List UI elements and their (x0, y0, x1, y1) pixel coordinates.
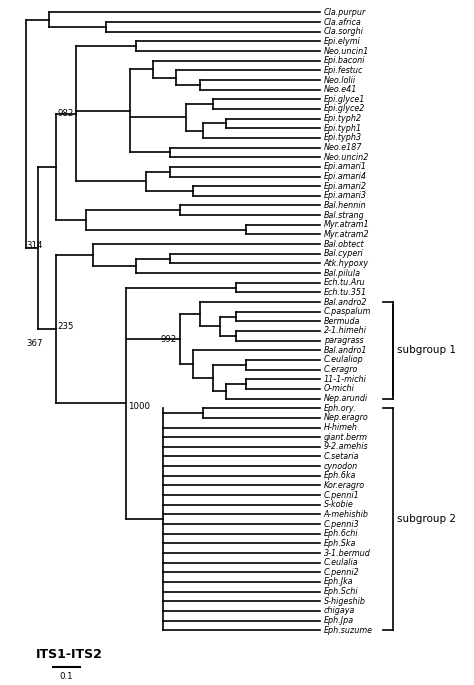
Text: Atk.hypoxy: Atk.hypoxy (324, 259, 369, 268)
Text: cynodon: cynodon (324, 462, 358, 471)
Text: Cla.africa: Cla.africa (324, 18, 362, 27)
Text: Bal.obtect: Bal.obtect (324, 240, 365, 249)
Text: Bal.hennin: Bal.hennin (324, 201, 366, 210)
Text: Nep.eragro: Nep.eragro (324, 413, 369, 423)
Text: Epi.typh2: Epi.typh2 (324, 114, 362, 123)
Text: Bal.strang: Bal.strang (324, 211, 365, 220)
Text: giant.berm: giant.berm (324, 433, 368, 442)
Text: C.setaria: C.setaria (324, 452, 359, 461)
Text: Neo.e41: Neo.e41 (324, 85, 357, 94)
Text: Epi.amari4: Epi.amari4 (324, 172, 367, 181)
Text: 982: 982 (57, 110, 73, 119)
Text: Neo.e187: Neo.e187 (324, 143, 362, 152)
Text: Myr.atram1: Myr.atram1 (324, 221, 369, 229)
Text: Eph.6ka: Eph.6ka (324, 471, 356, 480)
Text: Epi.elymi: Epi.elymi (324, 37, 361, 46)
Text: Bal.pilula: Bal.pilula (324, 269, 361, 277)
Text: Eph.Jka: Eph.Jka (324, 577, 354, 586)
Text: 2-1.himehi: 2-1.himehi (324, 327, 367, 336)
Text: C.penni3: C.penni3 (324, 519, 360, 529)
Text: 367: 367 (27, 339, 43, 348)
Text: Eph.ory.: Eph.ory. (324, 403, 356, 412)
Text: Epi.typh3: Epi.typh3 (324, 134, 362, 142)
Text: Epi.amari1: Epi.amari1 (324, 162, 367, 171)
Text: S-higeshib: S-higeshib (324, 597, 366, 606)
Text: C.eulalia: C.eulalia (324, 558, 358, 567)
Text: subgroup 1: subgroup 1 (397, 345, 456, 356)
Text: S-kobie: S-kobie (324, 500, 354, 509)
Text: Cla.sorghi: Cla.sorghi (324, 27, 364, 36)
Text: Nep.arundi: Nep.arundi (324, 394, 368, 403)
Text: C.penni1: C.penni1 (324, 490, 360, 499)
Text: 235: 235 (58, 322, 74, 331)
Text: Bal.andro1: Bal.andro1 (324, 346, 367, 355)
Text: Neo.lolii: Neo.lolii (324, 75, 356, 84)
Text: O-michi: O-michi (324, 384, 355, 393)
Text: C.paspalum: C.paspalum (324, 307, 371, 316)
Text: chigaya: chigaya (324, 606, 355, 615)
Text: C.eulaliop: C.eulaliop (324, 356, 364, 364)
Text: Eph.Ska: Eph.Ska (324, 539, 356, 548)
Text: 1000: 1000 (128, 402, 150, 411)
Text: 992: 992 (161, 335, 177, 344)
Text: C.eragro: C.eragro (324, 365, 358, 374)
Text: Bal.andro2: Bal.andro2 (324, 297, 367, 306)
Text: 9-2.amehis: 9-2.amehis (324, 443, 368, 451)
Text: Ech.tu.Aru: Ech.tu.Aru (324, 278, 365, 287)
Text: 0.1: 0.1 (59, 672, 73, 681)
Text: 3-1.bermud: 3-1.bermud (324, 549, 371, 558)
Text: H-himeh: H-himeh (324, 423, 358, 432)
Text: Epi.baconi: Epi.baconi (324, 56, 365, 65)
Text: C.penni2: C.penni2 (324, 568, 360, 577)
Text: Neo.uncin2: Neo.uncin2 (324, 153, 369, 162)
Text: 11-1-michi: 11-1-michi (324, 375, 367, 384)
Text: Epi.amari3: Epi.amari3 (324, 191, 367, 200)
Text: Epi.typh1: Epi.typh1 (324, 124, 362, 133)
Text: Eph.Jpa: Eph.Jpa (324, 616, 354, 625)
Text: Myr.atram2: Myr.atram2 (324, 230, 369, 239)
Text: Neo.uncin1: Neo.uncin1 (324, 47, 369, 55)
Text: Epi.amari2: Epi.amari2 (324, 182, 367, 190)
Text: A-mehishib: A-mehishib (324, 510, 369, 519)
Text: Epi.glyce1: Epi.glyce1 (324, 95, 365, 104)
Text: Bal.cyperi: Bal.cyperi (324, 249, 364, 258)
Text: Epi.glyce2: Epi.glyce2 (324, 104, 365, 114)
Text: subgroup 2: subgroup 2 (397, 514, 456, 524)
Text: Ech.tu.351: Ech.tu.351 (324, 288, 367, 297)
Text: Kor.eragro: Kor.eragro (324, 481, 365, 490)
Text: ITS1-ITS2: ITS1-ITS2 (36, 648, 103, 661)
Text: Eph.6chi: Eph.6chi (324, 530, 358, 538)
Text: Bermuda: Bermuda (324, 317, 360, 326)
Text: Cla.purpur: Cla.purpur (324, 8, 366, 17)
Text: 314: 314 (27, 240, 43, 249)
Text: Eph.suzume: Eph.suzume (324, 625, 373, 635)
Text: paragrass: paragrass (324, 336, 364, 345)
Text: Epi.festuc: Epi.festuc (324, 66, 363, 75)
Text: Eph.Schi: Eph.Schi (324, 587, 358, 596)
